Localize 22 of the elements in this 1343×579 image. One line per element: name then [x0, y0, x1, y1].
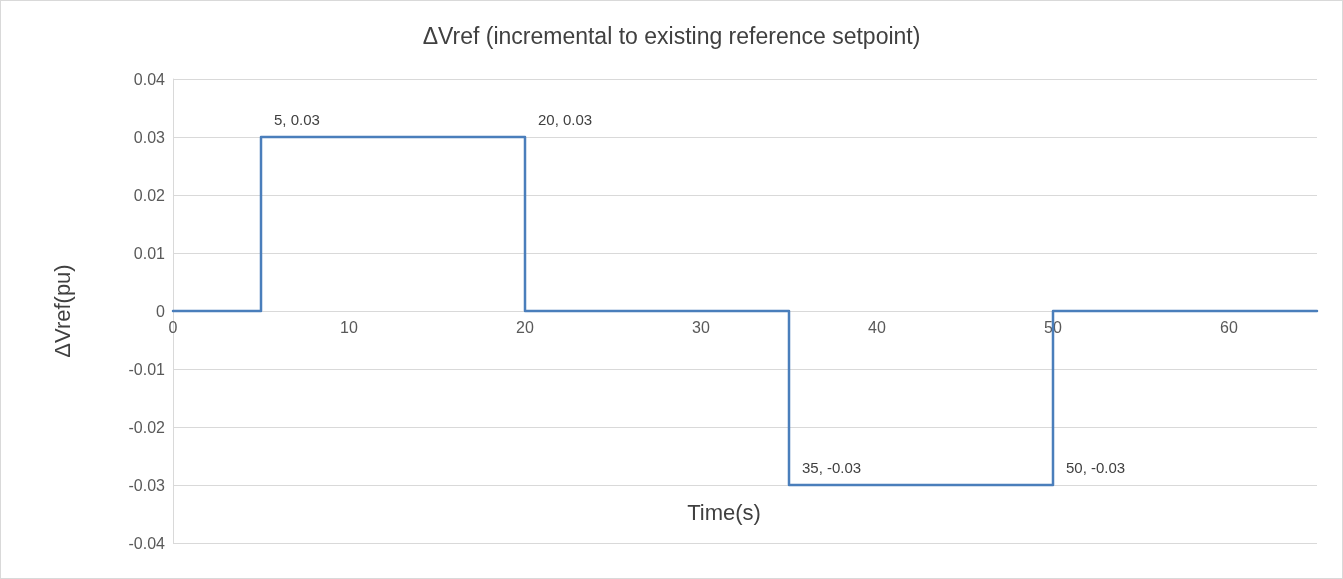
x-tick-label: 0: [168, 318, 178, 336]
x-tick-label: 40: [868, 318, 886, 336]
x-tick-label: 30: [692, 318, 710, 336]
y-tick-label: 0: [156, 302, 166, 320]
y-tick-label: 0.03: [133, 128, 166, 146]
annotation: 35, -0.03: [802, 458, 862, 476]
annotation: 5, 0.03: [274, 110, 320, 128]
y-axis-title: ΔVref(pu): [49, 264, 75, 358]
x-axis-title: Time(s): [687, 499, 761, 525]
y-tick-label: 0.02: [133, 186, 166, 204]
x-tick-label: 10: [340, 318, 358, 336]
y-tick-label: -0.04: [128, 534, 166, 552]
y-tick-label: -0.03: [128, 476, 166, 494]
annotation: 20, 0.03: [538, 110, 593, 128]
y-tick-label: -0.02: [128, 418, 166, 436]
x-tick-label: 20: [516, 318, 534, 336]
chart-title: ΔVref (incremental to existing reference setpoint): [422, 22, 921, 49]
annotation: 50, -0.03: [1066, 458, 1126, 476]
y-tick-label: 0.04: [133, 70, 166, 88]
x-tick-label: 60: [1220, 318, 1238, 336]
y-tick-label: 0.01: [133, 244, 166, 262]
y-tick-label: -0.01: [128, 360, 166, 378]
